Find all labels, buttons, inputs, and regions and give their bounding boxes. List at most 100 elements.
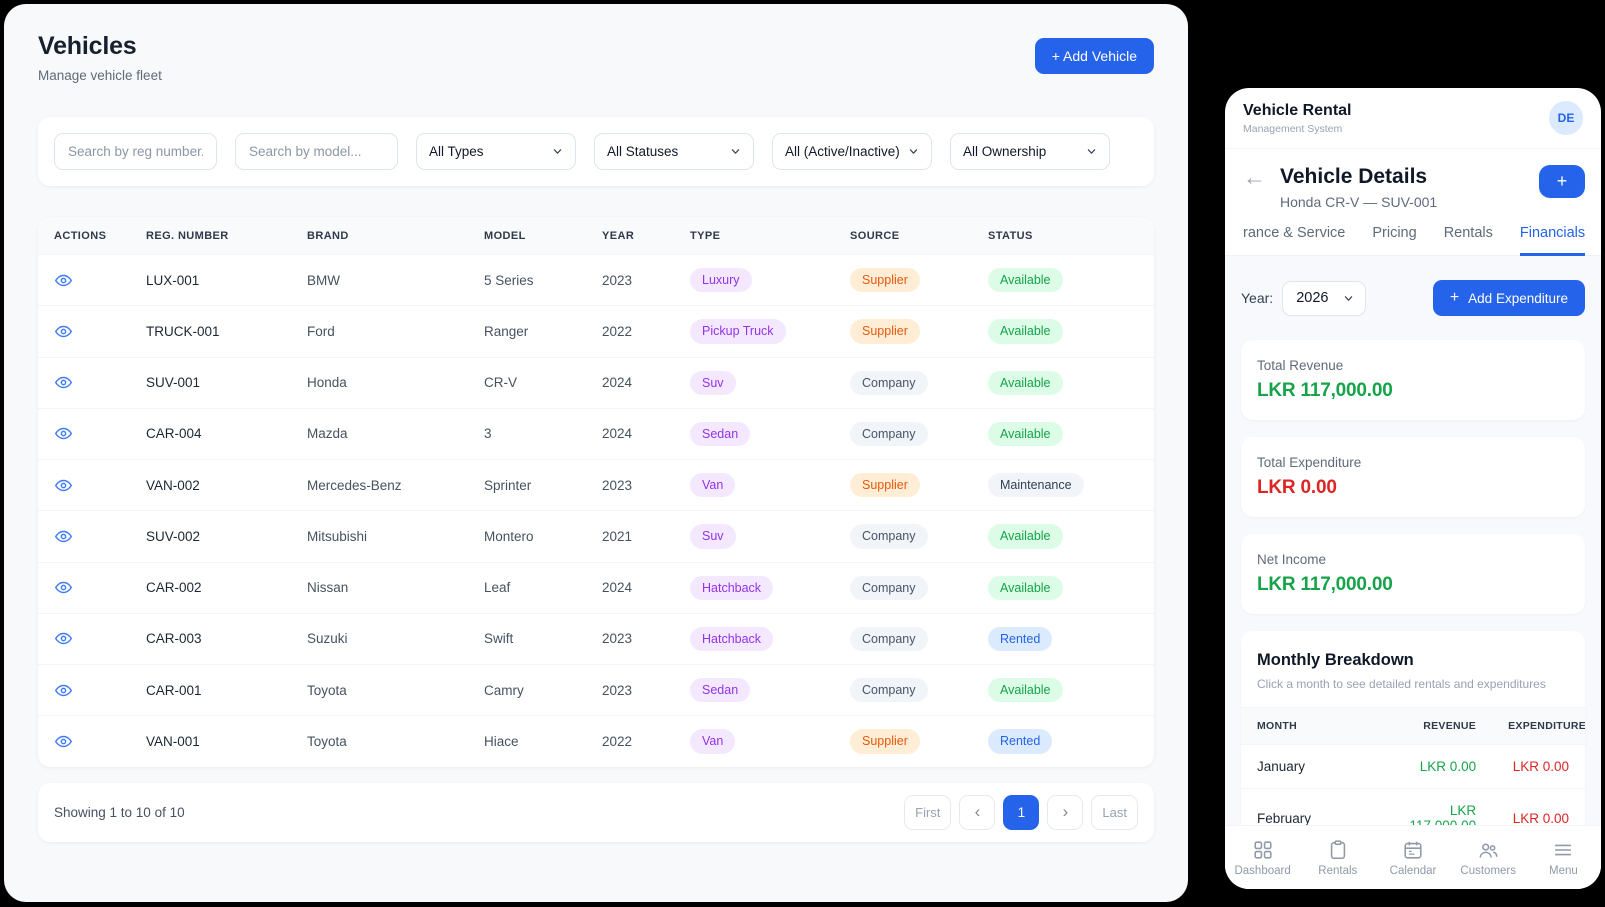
- status-badge: Maintenance: [988, 473, 1084, 498]
- summary-card-value: LKR 117,000.00: [1257, 574, 1393, 595]
- monthly-breakdown-card: Monthly Breakdown Click a month to see d…: [1241, 631, 1585, 847]
- pagination-bar: Showing 1 to 10 of 10 First ‹ 1 › Last: [38, 782, 1154, 842]
- nav-item-menu[interactable]: Menu: [1526, 839, 1601, 877]
- year-cell: 2023: [586, 663, 674, 716]
- tab-financials[interactable]: Financials: [1519, 225, 1586, 256]
- tab-insurance-service[interactable]: rance & Service: [1243, 225, 1346, 241]
- type-badge: Sedan: [690, 678, 751, 703]
- eye-icon: [54, 527, 73, 546]
- view-vehicle-button[interactable]: [54, 424, 73, 443]
- year-cell: 2023: [586, 253, 674, 306]
- reg-number-cell: VAN-001: [130, 715, 291, 767]
- source-badge: Supplier: [850, 473, 920, 498]
- tab-rentals[interactable]: Rentals: [1443, 225, 1493, 241]
- monthly-row[interactable]: January LKR 0.00 LKR 0.00: [1241, 744, 1585, 789]
- pagination-controls: First ‹ 1 › Last: [904, 794, 1138, 830]
- filter-bar: All Types All Statuses All (Active/Inactiv…: [38, 117, 1154, 186]
- view-vehicle-button[interactable]: [54, 629, 73, 648]
- view-vehicle-button[interactable]: [54, 732, 73, 751]
- view-vehicle-button[interactable]: [54, 681, 73, 700]
- type-badge: Van: [690, 473, 736, 498]
- chevron-down-icon: [552, 146, 563, 157]
- nav-item-customers[interactable]: Customers: [1451, 839, 1526, 877]
- status-badge: Rented: [988, 729, 1053, 754]
- brand-cell: Ford: [291, 305, 468, 357]
- table-row: CAR-003 Suzuki Swift 2023 Hatchback Company Re…: [38, 612, 1154, 665]
- type-filter-select[interactable]: All Types: [416, 133, 576, 170]
- avatar[interactable]: DE: [1549, 101, 1583, 135]
- column-header: ACTIONS: [38, 217, 130, 255]
- eye-icon: [54, 681, 73, 700]
- summary-card-value: LKR 0.00: [1257, 477, 1337, 498]
- table-row: SUV-002 Mitsubishi Montero 2021 Suv Company Av…: [38, 510, 1154, 562]
- add-vehicle-button[interactable]: + Add Vehicle: [1034, 38, 1154, 74]
- page-title: Vehicles: [38, 32, 137, 60]
- details-title: Vehicle Details: [1280, 165, 1428, 188]
- view-vehicle-button[interactable]: [54, 271, 73, 290]
- monthly-breakdown-head: Monthly Breakdown Click a month to see d…: [1241, 631, 1585, 707]
- nav-item-dashboard[interactable]: Dashboard: [1225, 839, 1300, 877]
- source-badge: Company: [850, 421, 928, 446]
- view-vehicle-button[interactable]: [54, 476, 73, 495]
- source-badge: Supplier: [850, 729, 920, 754]
- type-badge: Suv: [690, 524, 736, 549]
- model-cell: 5 Series: [468, 253, 586, 306]
- nav-item-label: Customers: [1460, 864, 1517, 877]
- summary-cards: Total Revenue LKR 117,000.00 Total Expendi…: [1241, 340, 1585, 614]
- next-page-button[interactable]: ›: [1047, 794, 1084, 830]
- tab-bar: rance & Service Pricing Rentals Financials: [1225, 210, 1601, 256]
- last-page-button[interactable]: Last: [1091, 794, 1138, 830]
- reg-number-cell: TRUCK-001: [130, 305, 291, 357]
- model-cell: Montero: [468, 510, 586, 562]
- eye-icon: [54, 476, 73, 495]
- app-header: Vehicle Rental Management System DE: [1225, 88, 1601, 149]
- source-badge: Company: [850, 678, 928, 703]
- year-select-value: 2026: [1296, 290, 1329, 306]
- column-header: SOURCE: [834, 217, 972, 255]
- back-arrow-icon[interactable]: ←: [1243, 164, 1266, 190]
- search-reg-input[interactable]: [54, 133, 217, 170]
- model-cell: CR-V: [468, 356, 586, 409]
- model-cell: 3: [468, 407, 586, 460]
- table-row: CAR-004 Mazda 3 2024 Sedan Company Available: [38, 407, 1154, 460]
- month-cell: January: [1241, 744, 1369, 789]
- nav-item-label: Rentals: [1318, 864, 1358, 877]
- view-vehicle-button[interactable]: [54, 527, 73, 546]
- year-select[interactable]: 2026: [1282, 280, 1367, 316]
- status-filter-select[interactable]: All Statuses: [594, 133, 754, 170]
- table-row: VAN-002 Mercedes-Benz Sprinter 2023 Van Suppl…: [38, 458, 1154, 511]
- ownership-filter-select[interactable]: All Ownership: [950, 133, 1110, 170]
- nav-item-rentals[interactable]: Rentals: [1300, 839, 1375, 877]
- nav-item-calendar[interactable]: Calendar: [1375, 839, 1450, 877]
- view-vehicle-button[interactable]: [54, 373, 73, 392]
- year-cell: 2021: [586, 510, 674, 562]
- model-cell: Camry: [468, 663, 586, 716]
- page-1-button[interactable]: 1: [1003, 794, 1040, 830]
- reg-number-cell: CAR-004: [130, 407, 291, 460]
- view-vehicle-button[interactable]: [54, 578, 73, 597]
- type-badge: Sedan: [690, 421, 751, 446]
- search-model-input[interactable]: [235, 133, 398, 170]
- eye-icon: [54, 322, 73, 341]
- source-badge: Supplier: [850, 268, 920, 293]
- plus-icon: +: [1449, 289, 1460, 306]
- add-expenditure-button[interactable]: + Add Expenditure: [1432, 280, 1585, 316]
- brand-cell: Mazda: [291, 407, 468, 460]
- vehicles-header-row: ACTIONS REG. NUMBER BRAND MODEL YEAR TYPE SOUR…: [38, 217, 1154, 255]
- select-value: All Statuses: [607, 144, 679, 159]
- column-header: TYPE: [674, 217, 834, 255]
- column-header: STATUS: [972, 217, 1154, 255]
- first-page-button[interactable]: First: [904, 794, 952, 830]
- year-cell: 2023: [586, 612, 674, 665]
- eye-icon: [54, 578, 73, 597]
- source-badge: Supplier: [850, 319, 920, 344]
- brand-cell: Nissan: [291, 561, 468, 614]
- reg-number-cell: VAN-002: [130, 458, 291, 511]
- active-filter-select[interactable]: All (Active/Inactive): [772, 133, 932, 170]
- add-button[interactable]: +: [1539, 165, 1585, 198]
- view-vehicle-button[interactable]: [54, 322, 73, 341]
- tab-pricing[interactable]: Pricing: [1372, 225, 1417, 241]
- prev-page-button[interactable]: ‹: [959, 794, 996, 830]
- details-header: ← Vehicle Details Honda CR-V — SUV-001 +: [1225, 149, 1601, 210]
- vehicles-table-card: ACTIONS REG. NUMBER BRAND MODEL YEAR TYPE SOUR…: [38, 217, 1154, 767]
